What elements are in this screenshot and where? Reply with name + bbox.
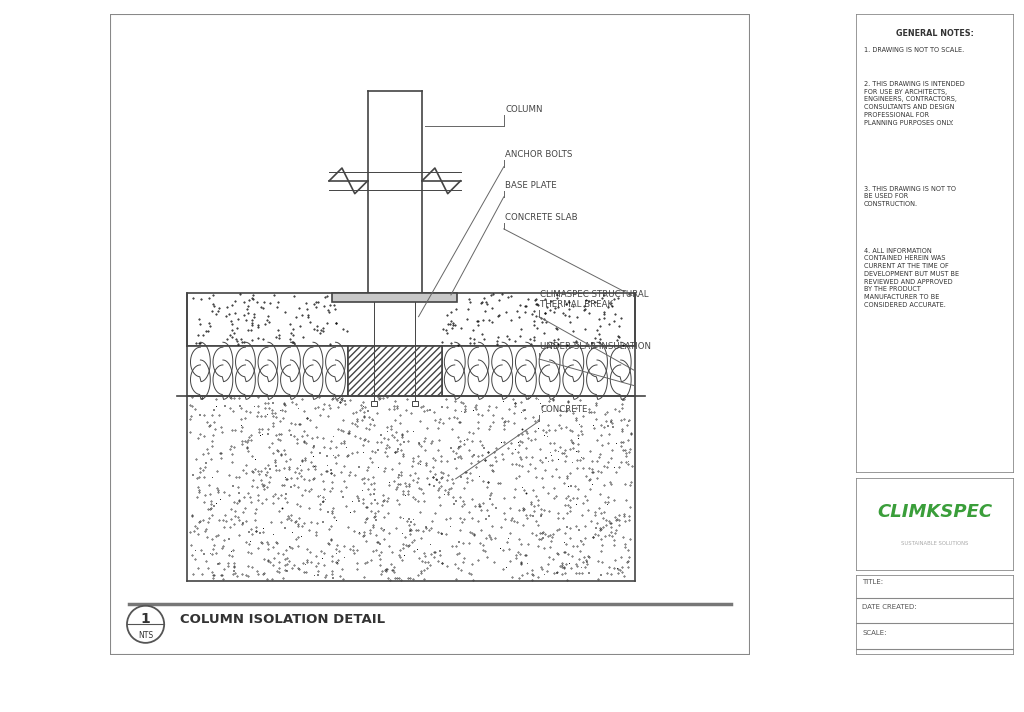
Text: UNDER SLAB INSULATION: UNDER SLAB INSULATION bbox=[541, 342, 651, 351]
Bar bbox=[186, 346, 348, 396]
Text: ANCHOR BOLTS: ANCHOR BOLTS bbox=[505, 150, 572, 159]
Text: COLUMN ISOLATION DETAIL: COLUMN ISOLATION DETAIL bbox=[180, 613, 385, 627]
Bar bbox=[413, 401, 418, 407]
Text: CONCRETE: CONCRETE bbox=[541, 405, 588, 414]
Text: GENERAL NOTES:: GENERAL NOTES: bbox=[896, 29, 974, 38]
Text: BASE PLATE: BASE PLATE bbox=[505, 181, 557, 190]
Text: COLUMN: COLUMN bbox=[505, 105, 543, 114]
Text: 2. THIS DRAWING IS INTENDED
FOR USE BY ARCHITECTS,
ENGINEERS, CONTRACTORS,
CONSU: 2. THIS DRAWING IS INTENDED FOR USE BY A… bbox=[864, 81, 965, 125]
Text: DATE CREATED:: DATE CREATED: bbox=[862, 604, 918, 610]
Text: 1: 1 bbox=[140, 612, 151, 626]
Text: SCALE:: SCALE: bbox=[862, 629, 887, 636]
Text: CLIMASPEC STRUCTURAL
THERMAL BREAK: CLIMASPEC STRUCTURAL THERMAL BREAK bbox=[541, 290, 649, 309]
Text: SUSTAINABLE SOLUTIONS: SUSTAINABLE SOLUTIONS bbox=[901, 540, 969, 546]
Text: 1. DRAWING IS NOT TO SCALE.: 1. DRAWING IS NOT TO SCALE. bbox=[864, 47, 965, 53]
Bar bbox=[186, 293, 635, 346]
Bar bbox=[441, 346, 635, 396]
Text: TITLE:: TITLE: bbox=[862, 579, 884, 585]
Text: 3. THIS DRAWING IS NOT TO
BE USED FOR
CONSTRUCTION.: 3. THIS DRAWING IS NOT TO BE USED FOR CO… bbox=[864, 186, 956, 207]
Bar bbox=[372, 401, 377, 407]
Text: CLIMΚSPEC: CLIMΚSPEC bbox=[878, 503, 992, 520]
Text: 4. ALL INFORMATION
CONTAINED HEREIN WAS
CURRENT AT THE TIME OF
DEVELOPMENT BUT M: 4. ALL INFORMATION CONTAINED HEREIN WAS … bbox=[864, 248, 959, 308]
Text: CONCRETE SLAB: CONCRETE SLAB bbox=[505, 213, 578, 222]
Text: NTS: NTS bbox=[138, 632, 154, 640]
Bar bbox=[333, 293, 458, 302]
Bar bbox=[348, 346, 441, 396]
